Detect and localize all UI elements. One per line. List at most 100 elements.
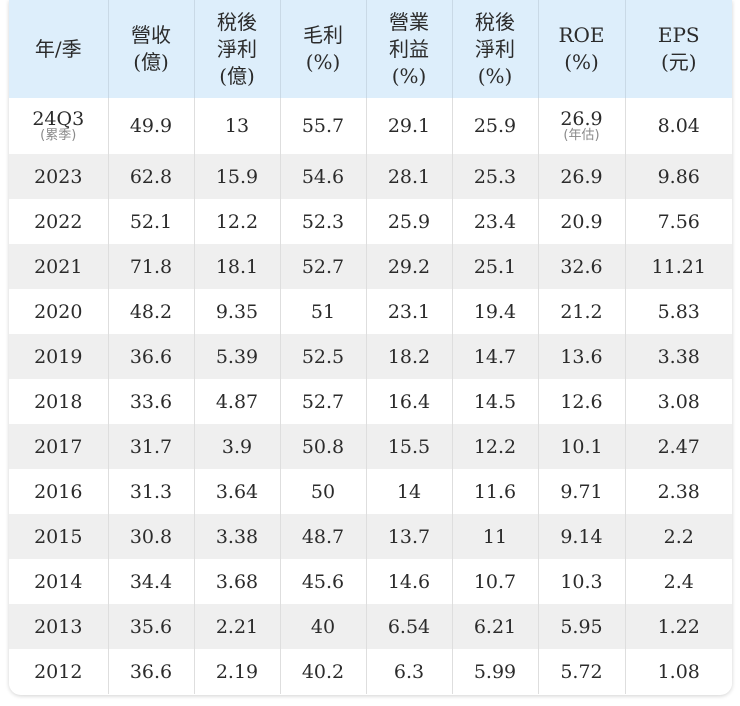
cell-roe: 13.6 [538,334,626,379]
header-eps: EPS (元) [625,0,732,98]
table-row: 2016 31.3 3.64 50 14 11.6 9.71 2.38 [9,469,732,514]
cell-period: 24Q3 (累季) [9,98,109,154]
cell-roe: 10.1 [538,424,626,469]
cell-gross-margin: 52.3 [280,199,367,244]
cell-revenue: 48.2 [108,289,195,334]
cell-net-margin: 5.99 [452,649,539,694]
cell-operating-margin: 6.54 [366,604,453,649]
header-revenue-line-2: (億) [133,50,169,74]
cell-operating-margin: 18.2 [366,334,453,379]
header-operating-margin-line-2: 利益 [389,36,429,61]
header-gross-margin: 毛利 (%) [280,0,367,98]
cell-period: 2013 [9,604,109,649]
cell-revenue: 31.3 [108,469,195,514]
cell-gross-margin: 55.7 [280,98,367,154]
financial-table-card: 年/季 營收 (億) 稅後 淨利 (億) 毛利 (%) 營業 利益 [9,0,732,695]
cell-period: 2016 [9,469,109,514]
table-row: 2021 71.8 18.1 52.7 29.2 25.1 32.6 11.21 [9,244,732,289]
cell-revenue: 49.9 [108,98,195,154]
cell-roe: 26.9 (年估) [538,98,626,154]
cell-eps: 8.04 [625,98,732,154]
cell-eps: 2.38 [625,469,732,514]
cell-net-margin: 25.9 [452,98,539,154]
cell-period: 2012 [9,649,109,694]
cell-net-margin: 12.2 [452,424,539,469]
cell-net-margin: 25.1 [452,244,539,289]
cell-net-margin: 14.7 [452,334,539,379]
cell-roe: 5.95 [538,604,626,649]
cell-revenue: 71.8 [108,244,195,289]
cell-gross-margin: 45.6 [280,559,367,604]
cell-period: 2018 [9,379,109,424]
cell-gross-margin: 50 [280,469,367,514]
cell-net-margin: 19.4 [452,289,539,334]
cell-period-note: (累季) [40,128,77,143]
header-net-margin-line-1: 稅後 [475,9,515,34]
cell-net-income: 12.2 [194,199,281,244]
cell-revenue: 34.4 [108,559,195,604]
cell-gross-margin: 54.6 [280,154,367,199]
table-row: 2020 48.2 9.35 51 23.1 19.4 21.2 5.83 [9,289,732,334]
cell-eps: 2.4 [625,559,732,604]
header-roe-line-2: (%) [564,50,599,74]
cell-net-income: 2.21 [194,604,281,649]
header-revenue: 營收 (億) [108,0,195,98]
cell-revenue: 52.1 [108,199,195,244]
header-net-margin-line-2: 淨利 [475,36,515,61]
cell-roe: 9.71 [538,469,626,514]
cell-revenue: 35.6 [108,604,195,649]
cell-net-income: 18.1 [194,244,281,289]
table-row: 2014 34.4 3.68 45.6 14.6 10.7 10.3 2.4 [9,559,732,604]
cell-operating-margin: 23.1 [366,289,453,334]
cell-gross-margin: 40 [280,604,367,649]
cell-net-income: 2.19 [194,649,281,694]
table-row: 2019 36.6 5.39 52.5 18.2 14.7 13.6 3.38 [9,334,732,379]
cell-net-income: 3.68 [194,559,281,604]
table-row: 2015 30.8 3.38 48.7 13.7 11 9.14 2.2 [9,514,732,559]
cell-net-margin: 14.5 [452,379,539,424]
header-eps-line-2: (元) [660,50,697,74]
cell-operating-margin: 29.2 [366,244,453,289]
cell-eps: 11.21 [625,244,732,289]
cell-operating-margin: 25.9 [366,199,453,244]
cell-roe: 12.6 [538,379,626,424]
cell-period-value: 24Q3 [32,108,85,130]
cell-gross-margin: 52.7 [280,244,367,289]
header-period-line-1: 年/季 [34,36,82,61]
cell-net-margin: 10.7 [452,559,539,604]
cell-revenue: 62.8 [108,154,195,199]
cell-period: 2023 [9,154,109,199]
cell-eps: 3.38 [625,334,732,379]
header-net-income-line-1: 稅後 [217,9,257,34]
cell-net-margin: 11 [452,514,539,559]
cell-eps: 5.83 [625,289,732,334]
cell-eps: 1.08 [625,649,732,694]
cell-period: 2017 [9,424,109,469]
cell-operating-margin: 29.1 [366,98,453,154]
header-roe: ROE (%) [538,0,626,98]
header-row: 年/季 營收 (億) 稅後 淨利 (億) 毛利 (%) 營業 利益 [9,0,732,98]
cell-net-margin: 23.4 [452,199,539,244]
cell-net-margin: 6.21 [452,604,539,649]
cell-net-income: 4.87 [194,379,281,424]
cell-revenue: 36.6 [108,334,195,379]
header-net-margin-line-3: (%) [477,63,513,88]
table-row: 2022 52.1 12.2 52.3 25.9 23.4 20.9 7.56 [9,199,732,244]
header-gross-margin-line-1: 毛利 [303,23,343,47]
cell-net-income: 9.35 [194,289,281,334]
header-net-income-line-3: (億) [219,63,255,88]
cell-net-income: 3.64 [194,469,281,514]
header-roe-line-1: ROE [558,23,605,47]
header-period: 年/季 [9,0,109,98]
cell-eps: 2.47 [625,424,732,469]
header-net-income-line-2: 淨利 [217,36,257,61]
cell-period: 2021 [9,244,109,289]
header-net-margin: 稅後 淨利 (%) [452,0,539,98]
cell-operating-margin: 6.3 [366,649,453,694]
cell-eps: 7.56 [625,199,732,244]
cell-roe: 21.2 [538,289,626,334]
cell-gross-margin: 50.8 [280,424,367,469]
cell-gross-margin: 51 [280,289,367,334]
financial-summary-table: 年/季 營收 (億) 稅後 淨利 (億) 毛利 (%) 營業 利益 [9,0,732,694]
header-net-income: 稅後 淨利 (億) [194,0,281,98]
